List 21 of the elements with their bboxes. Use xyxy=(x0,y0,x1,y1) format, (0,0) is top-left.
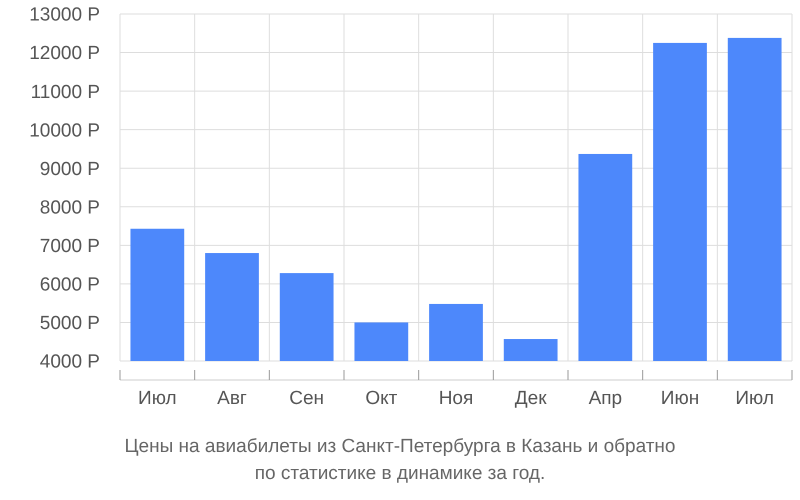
y-tick-label: 5000 Р xyxy=(40,313,100,334)
text: Цены на авиабилеты из Санкт-Петербурга в Казань и обратно xyxy=(124,436,676,457)
x-tick-label: Окт xyxy=(365,388,398,409)
x-tick-label: Дек xyxy=(514,388,548,409)
y-tick-label: 13000 Р xyxy=(29,4,100,26)
x-tick-label: Апр xyxy=(588,388,622,409)
x-tick-label: Авг xyxy=(217,388,247,409)
y-tick-label: 11000 Р xyxy=(30,82,100,103)
y-tick-label: 8000 Р xyxy=(40,197,100,218)
text: по статистике в динамике за год. xyxy=(254,463,546,484)
y-tick-label: 6000 Р xyxy=(40,274,100,296)
x-tick-label: Июл xyxy=(735,388,774,409)
x-tick-label: Ноя xyxy=(438,388,474,409)
y-tick-label: 9000 Р xyxy=(40,158,100,180)
x-tick-label: Июл xyxy=(138,388,177,409)
x-tick-label: Сен xyxy=(289,388,324,409)
x-tick-label: Июн xyxy=(660,388,700,409)
y-tick-label: 7000 Р xyxy=(40,236,100,257)
y-tick-label: 10000 Р xyxy=(29,120,100,142)
y-tick-label: 12000 Р xyxy=(29,43,100,64)
y-tick-label: 4000 Р xyxy=(40,352,100,373)
